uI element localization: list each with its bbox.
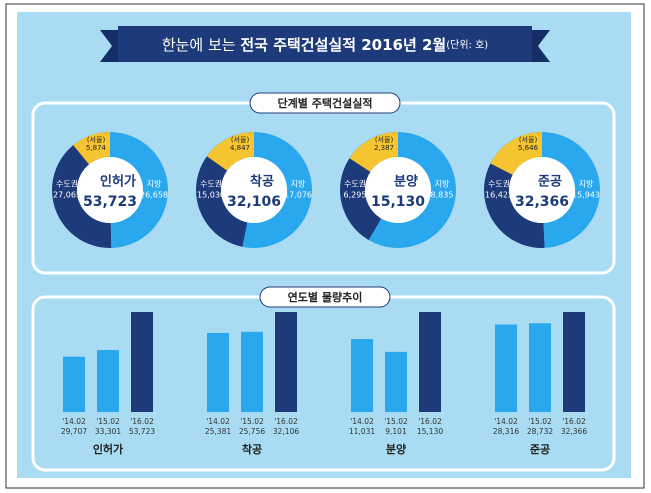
segment-label: 지방	[435, 179, 450, 189]
segment-value: 16,423	[485, 191, 513, 200]
donut-segment	[349, 132, 398, 172]
segment-value: 17,076	[284, 191, 312, 200]
bar-group-title: 분양	[386, 442, 406, 456]
bar-category: '15.02	[384, 417, 408, 426]
bar	[207, 332, 229, 412]
donut-total: 32,366	[515, 194, 569, 210]
segment-value: 5,874	[86, 144, 107, 152]
bar-value: 15,130	[417, 427, 443, 436]
bar-value: 25,381	[205, 427, 231, 436]
title-unit: (단위: 호)	[446, 38, 488, 51]
segment-value: 15,943	[572, 191, 600, 200]
segment-value: 5,646	[518, 144, 539, 152]
title-main: 전국 주택건설실적 2016년 2월	[240, 36, 446, 54]
bar-category: '16.02	[274, 417, 298, 426]
bar	[275, 312, 297, 412]
bar-category: '16.02	[562, 417, 586, 426]
donut-title: 준공	[538, 175, 562, 190]
bar-category: '15.02	[528, 417, 552, 426]
donut-center	[509, 157, 575, 223]
title: 한눈에 보는 전국 주택건설실적 2016년 2월(단위: 호)	[162, 36, 488, 54]
bar-value: 28,316	[493, 427, 519, 436]
donut-segment	[51, 132, 112, 249]
section-title: 단계별 주택건설실적	[278, 96, 373, 110]
segment-label: (서울)	[519, 135, 538, 144]
donut-segment	[242, 132, 312, 248]
section-pill	[259, 286, 391, 308]
segment-value: 8,835	[431, 191, 454, 200]
donut-center	[77, 157, 143, 223]
segment-label: (서울)	[87, 135, 106, 144]
title-banner	[118, 26, 532, 62]
donut-center	[365, 157, 431, 223]
bar-value: 29,707	[61, 427, 87, 436]
title-lead: 한눈에 보는	[162, 36, 236, 54]
section-pill	[249, 92, 401, 114]
bar	[563, 312, 585, 412]
bar	[419, 312, 441, 412]
donut-title: 인허가	[100, 174, 136, 190]
bar	[529, 323, 551, 412]
segment-label: (서울)	[231, 135, 250, 144]
donut-segment	[110, 132, 168, 248]
bar-category: '16.02	[418, 417, 442, 426]
donut-segment	[206, 132, 254, 171]
bar-category: '14.02	[494, 417, 518, 426]
bar-value: 9,101	[385, 427, 407, 436]
bar-category: '14.02	[206, 417, 230, 426]
bar-value: 53,723	[129, 427, 155, 436]
donut-segment	[195, 132, 254, 247]
donut-total: 15,130	[371, 194, 425, 210]
bar-category: '14.02	[62, 417, 86, 426]
segment-label: (서울)	[375, 135, 394, 144]
bar-value: 32,366	[561, 427, 587, 436]
bar-category: '14.02	[350, 417, 374, 426]
bar	[63, 356, 85, 412]
donut-title: 분양	[394, 175, 418, 190]
bar-category: '15.02	[240, 417, 264, 426]
segment-label: 수도권	[344, 179, 366, 189]
segment-value: 27,065	[53, 191, 81, 200]
donut-total: 53,723	[83, 194, 137, 210]
segment-label: 수도권	[488, 179, 510, 189]
segment-value: 26,658	[140, 191, 168, 200]
segment-label: 수도권	[200, 179, 222, 189]
segment-label: 지방	[579, 179, 594, 189]
bar	[351, 339, 373, 412]
segment-value: 4,847	[230, 144, 250, 152]
bar-value: 28,732	[527, 427, 553, 436]
bar-value: 25,756	[239, 427, 265, 436]
bar	[241, 331, 263, 412]
donut-segment	[490, 132, 542, 175]
bar-value: 32,106	[273, 427, 299, 436]
bar	[385, 351, 407, 412]
bar-value: 11,031	[349, 427, 375, 436]
bar-value: 33,301	[95, 427, 121, 436]
bar	[131, 312, 153, 412]
bar	[97, 350, 119, 412]
donut-title: 착공	[250, 174, 274, 190]
donut-segment	[542, 132, 601, 248]
segment-value: 2,387	[374, 144, 394, 152]
segment-label: 수도권	[56, 179, 78, 189]
segment-value: 6,295	[344, 191, 367, 200]
section-title: 연도별 물량추이	[288, 290, 363, 304]
donut-center	[221, 157, 287, 223]
segment-label: 지방	[291, 179, 306, 189]
donut-total: 32,106	[227, 194, 281, 210]
bar-category: '15.02	[96, 417, 120, 426]
donut-segment	[73, 132, 110, 165]
bar-group-title: 인허가	[93, 442, 123, 456]
segment-label: 지방	[147, 179, 162, 189]
donut-segment	[368, 132, 456, 248]
bar-group-title: 준공	[530, 443, 550, 456]
bar-group-title: 착공	[242, 442, 262, 456]
segment-value: 15,030	[197, 191, 225, 200]
bar-category: '16.02	[130, 417, 154, 426]
bar	[495, 324, 517, 412]
